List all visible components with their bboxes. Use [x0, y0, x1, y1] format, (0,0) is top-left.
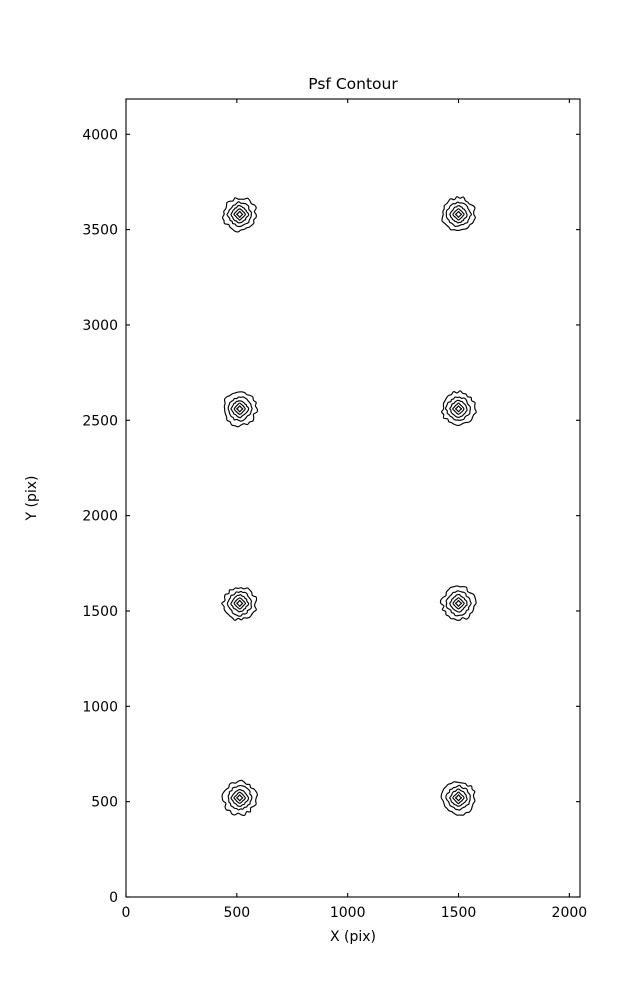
contour-level-2	[449, 205, 468, 224]
psf-source	[223, 391, 259, 428]
x-tick-label: 0	[122, 905, 131, 921]
x-tick-label: 2000	[552, 905, 588, 921]
y-tick-label: 3000	[82, 318, 118, 334]
contour-level-3	[445, 784, 471, 811]
contour-level-1	[452, 402, 465, 415]
contour-level-0	[236, 599, 244, 607]
contour-level-0	[236, 794, 244, 802]
contour-level-3	[445, 590, 472, 617]
contour-level-4	[441, 390, 477, 426]
contour-level-1	[233, 791, 246, 804]
contour-level-1	[233, 597, 247, 610]
chart-title: Psf Contour	[308, 75, 398, 93]
contour-level-2	[449, 399, 468, 418]
contour-level-1	[233, 402, 246, 415]
axis-tick-labels: 0 500 1000 1500 2000 0 500 1000 1500 2000 2500 3000…	[82, 127, 587, 921]
contour-level-2	[230, 400, 250, 419]
psf-source	[221, 587, 258, 621]
y-tick-label: 4000	[82, 127, 118, 143]
psf-source	[221, 779, 258, 816]
contour-level-0	[236, 210, 244, 218]
y-axis-label: Y (pix)	[24, 476, 40, 522]
psf-source	[441, 196, 476, 232]
contour-level-2	[230, 788, 250, 807]
contour-level-2	[230, 204, 250, 224]
contour-level-2	[449, 593, 468, 613]
axes-frame	[125, 98, 581, 898]
contour-level-4	[221, 779, 258, 816]
contour-level-0	[454, 794, 463, 802]
x-tick-label: 1000	[330, 905, 366, 921]
y-tick-label: 0	[109, 890, 118, 906]
x-tick-label: 1500	[441, 905, 477, 921]
contour-level-0	[454, 405, 463, 413]
contour-level-0	[236, 405, 244, 413]
contour-level-2	[449, 788, 468, 807]
contour-level-3	[226, 590, 252, 617]
psf-source	[221, 197, 257, 233]
contour-level-4	[221, 587, 258, 621]
contour-level-4	[441, 196, 476, 232]
contour-group	[221, 196, 477, 816]
contour-level-2	[230, 594, 250, 613]
x-axis-label: X (pix)	[330, 929, 376, 945]
y-tick-label: 2000	[82, 509, 118, 525]
contour-level-3	[445, 396, 471, 421]
axes-background	[126, 99, 580, 897]
contour-level-4	[223, 391, 259, 428]
y-tick-label: 1500	[82, 604, 118, 620]
contour-level-4	[440, 781, 476, 816]
y-tick-label: 3500	[82, 223, 118, 239]
contour-level-0	[454, 599, 463, 607]
contour-level-1	[452, 791, 465, 805]
contour-level-3	[227, 784, 253, 811]
contour-level-1	[452, 597, 465, 610]
contour-level-4	[221, 197, 257, 233]
contour-level-3	[227, 396, 253, 422]
contour-level-1	[233, 208, 246, 221]
psf-source	[441, 390, 477, 426]
psf-source	[440, 781, 476, 816]
contour-level-3	[226, 201, 252, 228]
y-tick-label: 2500	[82, 413, 118, 429]
x-tick-label: 500	[223, 905, 250, 921]
contour-level-3	[445, 201, 473, 227]
y-tick-label: 500	[91, 795, 118, 811]
contour-level-0	[454, 210, 463, 218]
contour-level-4	[439, 585, 477, 621]
psf-source	[439, 585, 477, 621]
contour-level-1	[452, 208, 465, 221]
y-tick-label: 1000	[82, 699, 118, 715]
